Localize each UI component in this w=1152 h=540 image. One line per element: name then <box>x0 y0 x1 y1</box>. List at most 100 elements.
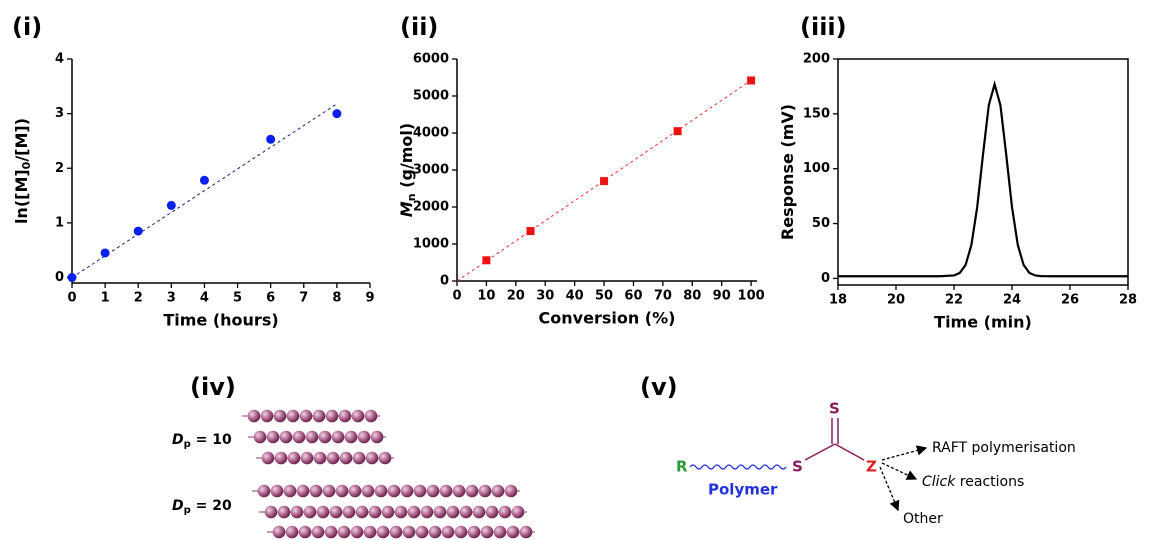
bead <box>258 485 271 498</box>
bead <box>314 452 327 465</box>
dp-label: Dp = 10 <box>172 432 232 450</box>
bond <box>805 444 835 460</box>
bead <box>345 431 358 444</box>
panel-label: (iv) <box>190 373 236 401</box>
x-tick-label: 100 <box>738 289 765 304</box>
x-tick-label: 0 <box>452 289 461 304</box>
bead <box>375 485 388 498</box>
point <box>674 127 682 135</box>
bead <box>486 506 499 519</box>
bead <box>468 526 481 539</box>
bead <box>271 485 284 498</box>
point <box>167 201 176 210</box>
bead <box>401 485 414 498</box>
y-tick-label: 4000 <box>413 126 449 141</box>
bead <box>492 485 505 498</box>
point <box>482 256 490 264</box>
y-tick-label: 100 <box>803 161 830 176</box>
panel-label: (ii) <box>400 13 438 41</box>
y-tick-label: 0 <box>55 270 64 285</box>
data-line <box>72 104 337 278</box>
bead <box>265 506 278 519</box>
bead <box>507 526 520 539</box>
y-tick-label: 2000 <box>413 200 449 215</box>
bead <box>312 526 325 539</box>
bead <box>369 506 382 519</box>
y-axis-title-part: ln([M] <box>12 169 31 224</box>
bead <box>340 452 353 465</box>
bead <box>366 452 379 465</box>
y-axis-title-part: (g/mol) <box>397 123 416 194</box>
bead <box>304 506 317 519</box>
bead <box>481 526 494 539</box>
bead <box>248 410 261 423</box>
bead <box>455 526 468 539</box>
arrow <box>880 467 898 510</box>
y-tick-label: 2 <box>55 161 64 176</box>
bead <box>358 431 371 444</box>
x-tick-label: 3 <box>167 291 176 306</box>
bead <box>364 526 377 539</box>
x-tick-label: 0 <box>67 291 76 306</box>
bead <box>466 485 479 498</box>
x-tick-label: 20 <box>507 289 525 304</box>
y-tick-label: 3000 <box>413 163 449 178</box>
x-tick-label: 28 <box>1119 293 1137 308</box>
x-tick-label: 90 <box>713 289 731 304</box>
y-tick-label: 0 <box>821 271 830 286</box>
bead <box>352 410 365 423</box>
x-tick-label: 2 <box>134 291 143 306</box>
bead <box>442 526 455 539</box>
bead <box>327 452 340 465</box>
bead <box>365 410 378 423</box>
bead <box>453 485 466 498</box>
bead <box>293 431 306 444</box>
x-tick-label: 10 <box>477 289 495 304</box>
point <box>527 227 535 235</box>
y-axis-title-part: /[M]) <box>12 118 31 162</box>
point <box>200 176 209 185</box>
bead <box>338 526 351 539</box>
bead <box>356 506 369 519</box>
bead <box>440 485 453 498</box>
y-tick-label: 1 <box>55 215 64 230</box>
bead <box>377 526 390 539</box>
bead <box>403 526 416 539</box>
bead <box>479 485 492 498</box>
bead <box>414 485 427 498</box>
y-axis-title-part: M <box>397 201 416 217</box>
bead <box>382 506 395 519</box>
x-tick-label: 7 <box>299 291 308 306</box>
arrow <box>882 448 926 460</box>
bead <box>390 526 403 539</box>
outcome: Click reactions <box>922 474 1024 490</box>
bead <box>254 431 267 444</box>
point <box>747 76 755 84</box>
bead <box>273 526 286 539</box>
y-axis-title-part: n <box>405 193 418 201</box>
bead <box>434 506 447 519</box>
bead <box>339 410 352 423</box>
y-tick-label: 6000 <box>413 52 449 67</box>
bead <box>460 506 473 519</box>
x-tick-label: 6 <box>266 291 275 306</box>
bead <box>395 506 408 519</box>
bead <box>353 452 366 465</box>
bead <box>261 410 274 423</box>
point <box>134 227 143 236</box>
y-tick-label: 0 <box>440 274 449 289</box>
bead <box>408 506 421 519</box>
outcome: RAFT polymerisation <box>932 440 1076 456</box>
r-group: R <box>676 458 688 476</box>
arrow <box>882 463 916 479</box>
dp-label: Dp = 20 <box>172 498 232 516</box>
x-tick-label: 24 <box>1003 293 1021 308</box>
x-tick-label: 40 <box>566 289 584 304</box>
y-tick-label: 150 <box>803 106 830 121</box>
bead <box>301 452 314 465</box>
bead <box>512 506 525 519</box>
bead <box>429 526 442 539</box>
bead <box>379 452 392 465</box>
bead <box>287 410 300 423</box>
